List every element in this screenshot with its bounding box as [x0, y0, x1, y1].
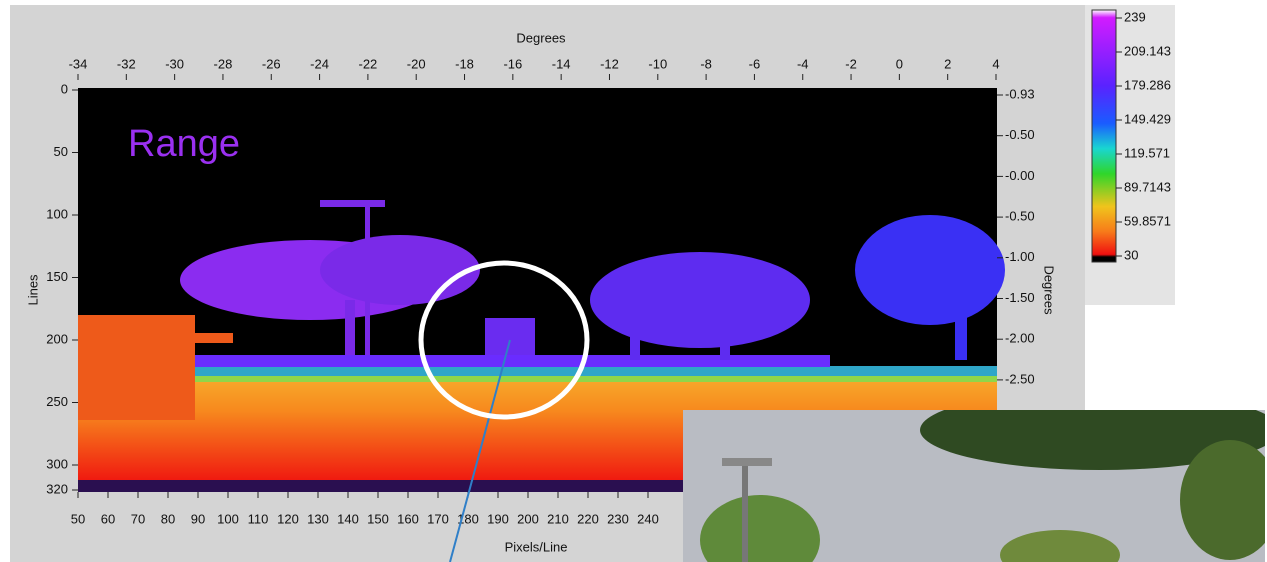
colorbar-tick-label: 239 [1124, 9, 1146, 24]
left-tick-label: 320 [46, 481, 68, 496]
right-axis-title: Degrees [1042, 265, 1057, 315]
bottom-tick-label: 120 [277, 511, 299, 526]
top-tick-label: -28 [214, 56, 233, 71]
left-tick-label: 0 [61, 81, 68, 96]
bottom-tick-label: 150 [367, 511, 389, 526]
left-tick-label: 250 [46, 394, 68, 409]
top-tick-label: -20 [407, 56, 426, 71]
left-tick-label: 150 [46, 269, 68, 284]
colorbar-tick-label: 59.8571 [1124, 213, 1171, 228]
right-tick-label: -0.50 [1005, 209, 1035, 224]
left-tick-label: 300 [46, 456, 68, 471]
range-label: Range [128, 123, 240, 165]
bottom-tick-label: 210 [547, 511, 569, 526]
left-tick-label: 200 [46, 331, 68, 346]
top-tick-label: -26 [262, 56, 281, 71]
top-tick-label: -4 [797, 56, 809, 71]
right-tick-label: -2.00 [1005, 331, 1035, 346]
bottom-tick-label: 240 [637, 511, 659, 526]
top-tick-label: -2 [845, 56, 857, 71]
top-tick-label: -12 [600, 56, 619, 71]
top-tick-label: 2 [944, 56, 951, 71]
bottom-tick-label: 130 [307, 511, 329, 526]
top-tick-label: -34 [69, 56, 88, 71]
screen: Range Degrees Pixels/Line Lines Degrees … [0, 0, 1267, 562]
left-axis-title: Lines [25, 274, 40, 306]
colorbar-tick-label: 149.429 [1124, 111, 1171, 126]
top-tick-label: -14 [552, 56, 571, 71]
right-tick-label: -0.93 [1005, 86, 1035, 101]
bottom-axis-title: Pixels/Line [505, 539, 568, 554]
bottom-tick-label: 60 [101, 511, 115, 526]
left-tick-label: 50 [54, 144, 68, 159]
right-tick-label: -0.50 [1005, 127, 1035, 142]
colorbar-tick-label: 89.7143 [1124, 179, 1171, 194]
right-tick-label: -1.50 [1005, 290, 1035, 305]
top-tick-label: -6 [749, 56, 761, 71]
photo [683, 390, 1267, 562]
bottom-tick-label: 140 [337, 511, 359, 526]
bottom-tick-label: 90 [191, 511, 205, 526]
colorbar-tick-label: 119.571 [1124, 145, 1170, 160]
top-tick-label: -30 [165, 56, 184, 71]
bottom-tick-label: 80 [161, 511, 175, 526]
top-tick-label: -10 [648, 56, 667, 71]
bottom-tick-label: 50 [71, 511, 85, 526]
bottom-tick-label: 110 [248, 511, 269, 526]
left-tick-label: 100 [46, 206, 68, 221]
bottom-tick-label: 100 [217, 511, 239, 526]
top-axis-title: Degrees [516, 30, 566, 45]
right-tick-label: -0.00 [1005, 168, 1035, 183]
colorbar-tick-label: 209.143 [1124, 43, 1171, 58]
colorbar-tick-label: 179.286 [1124, 77, 1171, 92]
bottom-tick-label: 220 [577, 511, 599, 526]
bottom-tick-label: 70 [131, 511, 145, 526]
right-tick-label: -1.00 [1005, 249, 1035, 264]
bottom-tick-label: 190 [487, 511, 509, 526]
bottom-tick-label: 200 [517, 511, 539, 526]
colorbar [1092, 10, 1116, 262]
top-tick-label: 0 [896, 56, 903, 71]
colorbar-tick-label: 30 [1124, 247, 1138, 262]
top-tick-label: -18 [455, 56, 474, 71]
top-tick-label: -32 [117, 56, 136, 71]
bottom-tick-label: 230 [607, 511, 629, 526]
top-tick-label: -24 [310, 56, 329, 71]
right-tick-label: -2.50 [1005, 371, 1035, 386]
top-tick-label: -8 [700, 56, 712, 71]
top-tick-label: -16 [503, 56, 522, 71]
top-tick-label: 4 [992, 56, 999, 71]
bottom-tick-label: 170 [427, 511, 449, 526]
bottom-tick-label: 160 [397, 511, 419, 526]
top-tick-label: -22 [358, 56, 377, 71]
